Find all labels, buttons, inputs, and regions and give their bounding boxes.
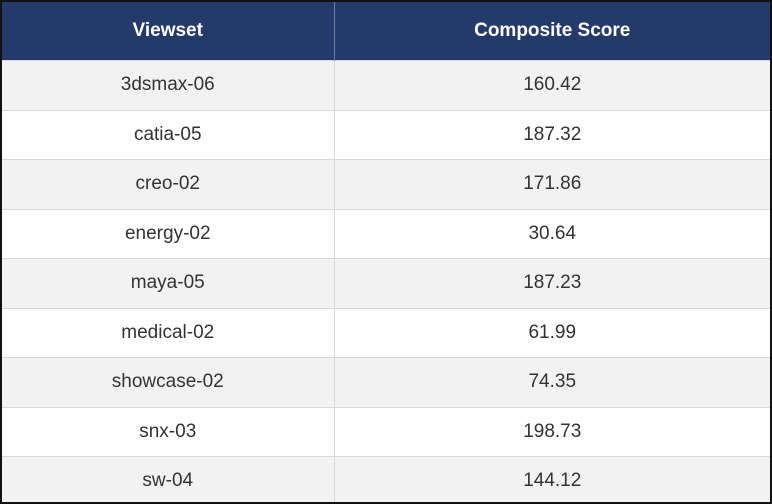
score-cell: 171.86 <box>334 159 770 209</box>
viewset-cell: catia-05 <box>2 109 335 160</box>
viewset-cell: energy-02 <box>2 208 335 259</box>
viewset-cell: 3dsmax-06 <box>2 60 335 110</box>
viewset-cell: sw-04 <box>2 456 335 502</box>
table-row: maya-05 187.23 <box>2 258 770 308</box>
score-cell: 74.35 <box>334 357 770 407</box>
table-row: showcase-02 74.35 <box>2 357 770 407</box>
table-row: catia-05 187.32 <box>2 109 770 160</box>
viewset-cell: snx-03 <box>2 406 335 457</box>
score-cell: 187.23 <box>334 258 770 308</box>
score-cell: 30.64 <box>334 208 770 259</box>
header-cell: Viewset <box>2 2 335 61</box>
viewset-cell: medical-02 <box>2 307 335 358</box>
viewset-cell: creo-02 <box>2 159 335 209</box>
table-row: snx-03 198.73 <box>2 406 770 457</box>
header-row: Viewset Composite Score <box>2 2 770 61</box>
score-cell: 144.12 <box>334 456 770 502</box>
table-row: sw-04 144.12 <box>2 456 770 502</box>
score-cell: 187.32 <box>334 109 770 160</box>
table-row: creo-02 171.86 <box>2 159 770 209</box>
table-row: energy-02 30.64 <box>2 208 770 259</box>
table-body: 3dsmax-06 160.42 catia-05 187.32 creo-02 171.… <box>2 60 770 502</box>
table-row: 3dsmax-06 160.42 <box>2 60 770 110</box>
viewset-cell: maya-05 <box>2 258 335 308</box>
viewset-cell: showcase-02 <box>2 357 335 407</box>
score-cell: 160.42 <box>334 60 770 110</box>
table-row: medical-02 61.99 <box>2 307 770 358</box>
score-cell: 61.99 <box>334 307 770 358</box>
header-cell: Composite Score <box>334 2 770 61</box>
score-cell: 198.73 <box>334 406 770 457</box>
table-header: Viewset Composite Score <box>2 2 770 61</box>
